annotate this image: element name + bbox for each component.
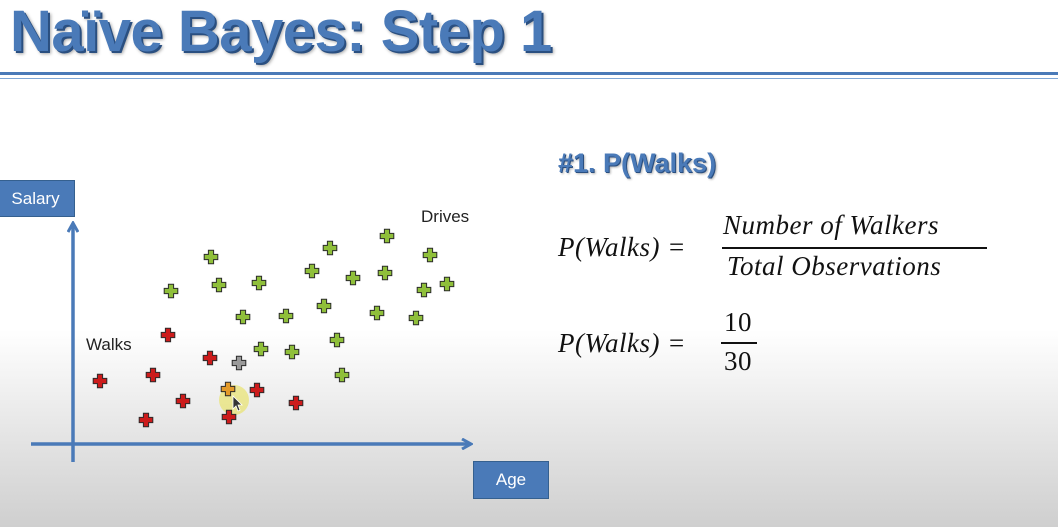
drives-point [408, 310, 424, 326]
drives-point [439, 276, 455, 292]
drives-point [203, 249, 219, 265]
walks-point [249, 382, 265, 398]
x-axis-label: Age [473, 461, 549, 499]
drives-point [377, 265, 393, 281]
drives-point [235, 309, 251, 325]
drives-point [251, 275, 267, 291]
equation-1-numerator: Number of Walkers [723, 210, 939, 240]
equation-2-fraction-bar [721, 342, 757, 344]
y-axis-label: Salary [0, 180, 75, 217]
drives-point [284, 344, 300, 360]
equation-1-lhs: P(Walks) = [558, 232, 686, 262]
drives-point [345, 270, 361, 286]
drives-point [322, 240, 338, 256]
title-underline-thin [0, 78, 1058, 79]
walks-point [138, 412, 154, 428]
walks-group-label: Walks [86, 335, 132, 354]
walks-point [221, 409, 237, 425]
slide-title: Naïve Bayes: Step 1 [10, 0, 552, 64]
walks-point [288, 395, 304, 411]
drives-point [304, 263, 320, 279]
drives-group-label: Drives [421, 207, 470, 226]
walks-point [220, 381, 236, 397]
drives-point [334, 367, 350, 383]
formula-heading: #1. P(Walks) [558, 148, 717, 178]
walks-point [175, 393, 191, 409]
drives-point [369, 305, 385, 321]
walks-point [92, 373, 108, 389]
new-point [231, 355, 247, 371]
equation-2-lhs: P(Walks) = [558, 328, 686, 358]
equation-2-numerator: 10 [724, 307, 752, 337]
scatter-plot [31, 0, 560, 462]
walks-point [202, 350, 218, 366]
drives-point [422, 247, 438, 263]
drives-point [278, 308, 294, 324]
drives-point [253, 341, 269, 357]
mouse-cursor-icon [232, 395, 243, 412]
walks-point [160, 327, 176, 343]
equation-2-denominator: 30 [724, 346, 752, 376]
equation-1-fraction-bar [722, 247, 987, 249]
title-underline [0, 72, 1058, 75]
equation-1-denominator: Total Observations [727, 251, 942, 281]
drives-point [379, 228, 395, 244]
drives-point [329, 332, 345, 348]
drives-point [211, 277, 227, 293]
drives-point [316, 298, 332, 314]
drives-point [416, 282, 432, 298]
drives-point [163, 283, 179, 299]
walks-point [145, 367, 161, 383]
